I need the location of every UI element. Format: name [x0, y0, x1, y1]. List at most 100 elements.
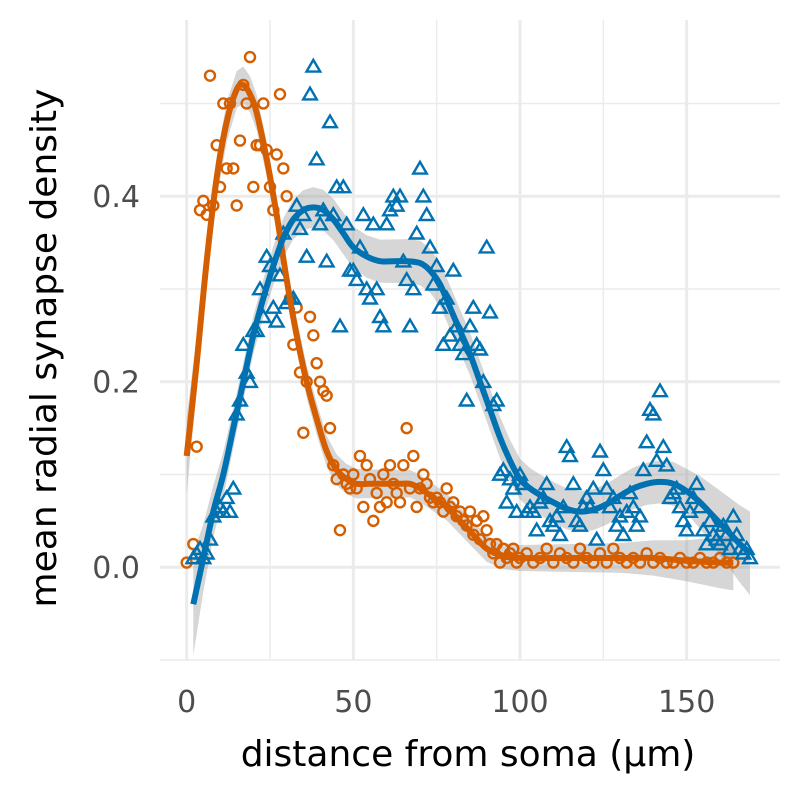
data-point-triangle	[617, 502, 636, 518]
data-point-triangle	[347, 270, 366, 287]
data-point-circle	[477, 510, 490, 523]
data-point-circle	[607, 542, 620, 555]
data-point-circle	[270, 148, 283, 161]
y-tick-label: 0.0	[92, 551, 140, 586]
data-point-triangle	[547, 507, 566, 523]
data-point-circle	[573, 542, 587, 555]
data-point-triangle	[464, 298, 483, 314]
data-point-triangle	[561, 447, 579, 463]
data-point-circle	[310, 356, 323, 370]
data-point-triangle	[411, 159, 429, 175]
x-tick-label: 50	[334, 685, 372, 720]
data-point-triangle	[711, 535, 729, 551]
x-axis-title: distance from soma (µm)	[241, 734, 696, 775]
data-point-triangle	[354, 205, 373, 222]
data-point-circle	[273, 88, 287, 101]
data-point-triangle	[311, 215, 329, 231]
data-point-circle	[277, 162, 290, 175]
data-point-triangle	[407, 224, 426, 240]
data-point-circle	[190, 440, 203, 453]
data-points	[180, 50, 759, 569]
data-point-triangle	[344, 261, 363, 277]
data-point-triangle	[397, 270, 416, 287]
data-point-triangle	[594, 461, 613, 477]
data-point-triangle	[571, 516, 589, 532]
data-point-circle	[370, 486, 383, 500]
data-point-circle	[397, 459, 410, 472]
data-point-triangle	[487, 391, 506, 407]
data-point-circle	[220, 162, 233, 175]
data-point-circle	[233, 134, 247, 147]
data-point-triangle	[401, 317, 419, 333]
data-point-triangle	[431, 298, 449, 314]
data-point-triangle	[374, 317, 393, 333]
data-point-circle	[307, 329, 320, 342]
data-point-circle	[410, 500, 423, 514]
data-point-circle	[333, 523, 347, 537]
y-axis-title: mean radial synapse density	[24, 89, 65, 608]
data-point-triangle	[264, 298, 283, 314]
data-point-triangle	[634, 461, 653, 477]
data-point-circle	[407, 449, 420, 463]
data-point-triangle	[291, 219, 309, 236]
data-point-circle	[380, 496, 393, 509]
data-point-triangle	[461, 317, 479, 333]
data-point-triangle	[364, 215, 383, 231]
data-point-triangle	[741, 549, 759, 565]
data-point-triangle	[334, 178, 353, 194]
data-point-triangle	[624, 498, 643, 514]
x-tick-label: 100	[491, 685, 548, 720]
data-point-triangle	[387, 196, 406, 212]
data-point-circle	[447, 496, 460, 509]
data-point-circle	[347, 468, 360, 481]
data-point-triangle	[524, 502, 543, 518]
data-point-triangle	[241, 372, 259, 389]
data-point-triangle	[497, 493, 516, 509]
data-point-circle	[360, 459, 373, 472]
data-point-triangle	[564, 474, 583, 491]
data-point-circle	[383, 459, 397, 472]
data-point-triangle	[414, 187, 433, 203]
data-point-circle	[227, 162, 240, 175]
data-point-triangle	[577, 488, 596, 505]
data-point-circle	[203, 69, 217, 82]
data-point-triangle	[457, 391, 476, 407]
data-point-triangle	[224, 479, 243, 495]
data-point-triangle	[721, 539, 739, 556]
data-point-triangle	[434, 335, 453, 351]
data-point-triangle	[371, 307, 389, 324]
data-point-triangle	[427, 256, 446, 273]
data-point-triangle	[557, 437, 576, 454]
data-point-triangle	[471, 340, 489, 356]
data-point-triangle	[687, 474, 706, 491]
data-point-circle	[320, 389, 333, 402]
data-point-circle	[507, 542, 520, 555]
data-point-circle	[393, 496, 407, 509]
data-point-triangle	[337, 215, 356, 231]
data-point-circle	[367, 514, 380, 528]
data-point-triangle	[217, 488, 236, 505]
data-point-circle	[420, 477, 433, 490]
data-point-triangle	[267, 312, 286, 328]
data-point-triangle	[584, 479, 603, 495]
data-point-circle	[197, 194, 210, 208]
data-point-triangle	[301, 85, 319, 101]
smoothed-fit-lines	[183, 81, 752, 605]
data-point-triangle	[234, 335, 253, 351]
data-point-triangle	[644, 405, 663, 421]
data-point-circle	[297, 426, 310, 439]
data-point-triangle	[361, 289, 379, 305]
fit-line	[190, 204, 752, 605]
data-point-triangle	[651, 382, 669, 398]
data-point-triangle	[611, 507, 629, 523]
data-point-triangle	[391, 187, 409, 203]
fit-line	[183, 81, 734, 566]
data-point-triangle	[614, 525, 633, 542]
data-point-circle	[540, 542, 553, 555]
y-tick-label: 0.2	[92, 366, 140, 401]
data-point-triangle	[674, 512, 693, 528]
data-point-circle	[353, 449, 367, 463]
data-point-circle	[440, 482, 453, 495]
data-point-triangle	[724, 507, 743, 523]
